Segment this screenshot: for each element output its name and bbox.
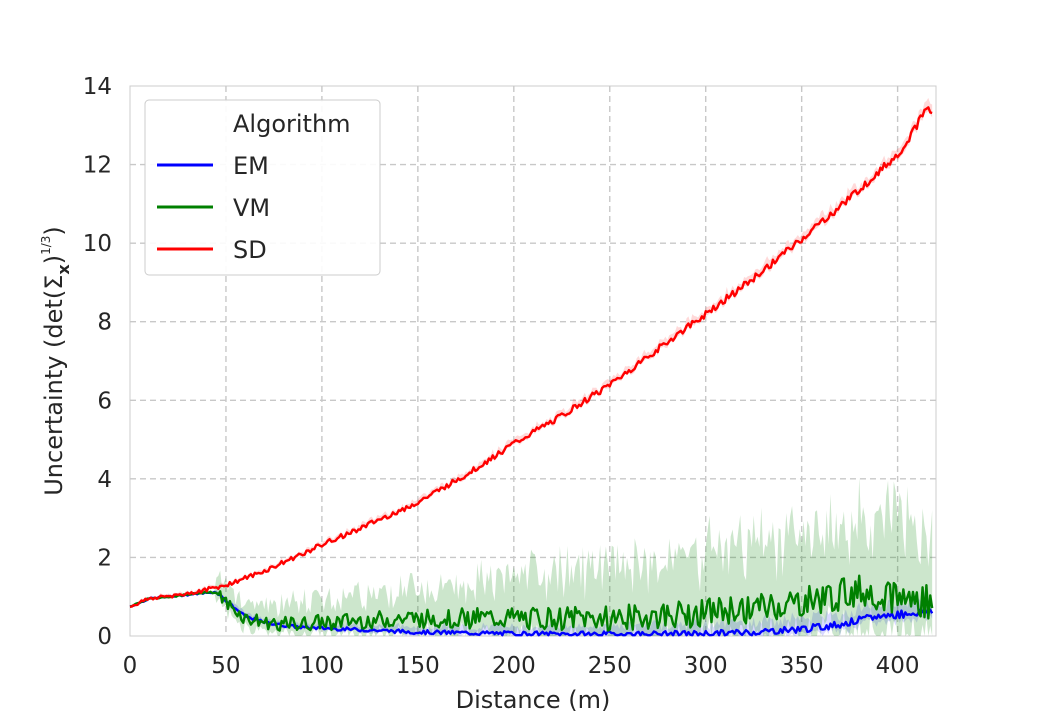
- y-axis-label-exp-num: 1: [39, 247, 53, 255]
- y-tick-label: 0: [97, 624, 112, 650]
- x-tick-label: 300: [684, 653, 728, 679]
- svg-text:Uncertainty (det(Σx)1/3): Uncertainty (det(Σx)1/3): [39, 226, 73, 496]
- y-tick-label: 12: [83, 153, 112, 179]
- x-tick-label: 400: [876, 653, 920, 679]
- legend-label-em: EM: [233, 152, 269, 180]
- series-line-vm: [129, 574, 934, 632]
- y-tick-label: 8: [97, 310, 112, 336]
- y-axis-label-close: ): [40, 255, 68, 264]
- legend-label-vm: VM: [233, 194, 270, 222]
- legend-label-sd: SD: [233, 236, 267, 264]
- x-tick-labels: 0 50 100 150 200 250 300 350 400: [123, 653, 920, 679]
- y-axis-label-main: Uncertainty (det(Σ: [40, 275, 68, 496]
- x-tick-label: 100: [300, 653, 344, 679]
- y-axis-label: Uncertainty (det(Σx)1/3): [39, 226, 73, 496]
- legend-title: Algorithm: [233, 110, 351, 138]
- series-line-sd: [129, 106, 933, 609]
- x-tick-label: 0: [123, 653, 138, 679]
- y-tick-labels: 0 2 4 6 8 10 12 14: [83, 74, 112, 650]
- series-band-em: [130, 590, 933, 636]
- y-axis-label-close-2: ): [40, 226, 68, 235]
- y-tick-label: 10: [83, 231, 112, 257]
- y-tick-label: 6: [97, 388, 112, 414]
- x-tick-label: 150: [396, 653, 440, 679]
- y-axis-label-exp-den: 3: [39, 236, 53, 244]
- legend: Algorithm EM VM SD: [144, 99, 381, 276]
- series-lines: [129, 106, 934, 637]
- x-tick-label: 250: [588, 653, 632, 679]
- y-tick-label: 2: [97, 545, 112, 571]
- legend-box: [144, 99, 381, 276]
- series-band-vm: [130, 477, 933, 636]
- y-axis-label-sub: x: [54, 264, 73, 275]
- confidence-bands: [130, 97, 933, 636]
- y-tick-label: 14: [83, 74, 112, 100]
- x-axis-label: Distance (m): [456, 686, 611, 714]
- x-tick-label: 350: [780, 653, 824, 679]
- x-tick-label: 200: [492, 653, 536, 679]
- x-tick-label: 50: [211, 653, 240, 679]
- y-tick-label: 4: [97, 467, 112, 493]
